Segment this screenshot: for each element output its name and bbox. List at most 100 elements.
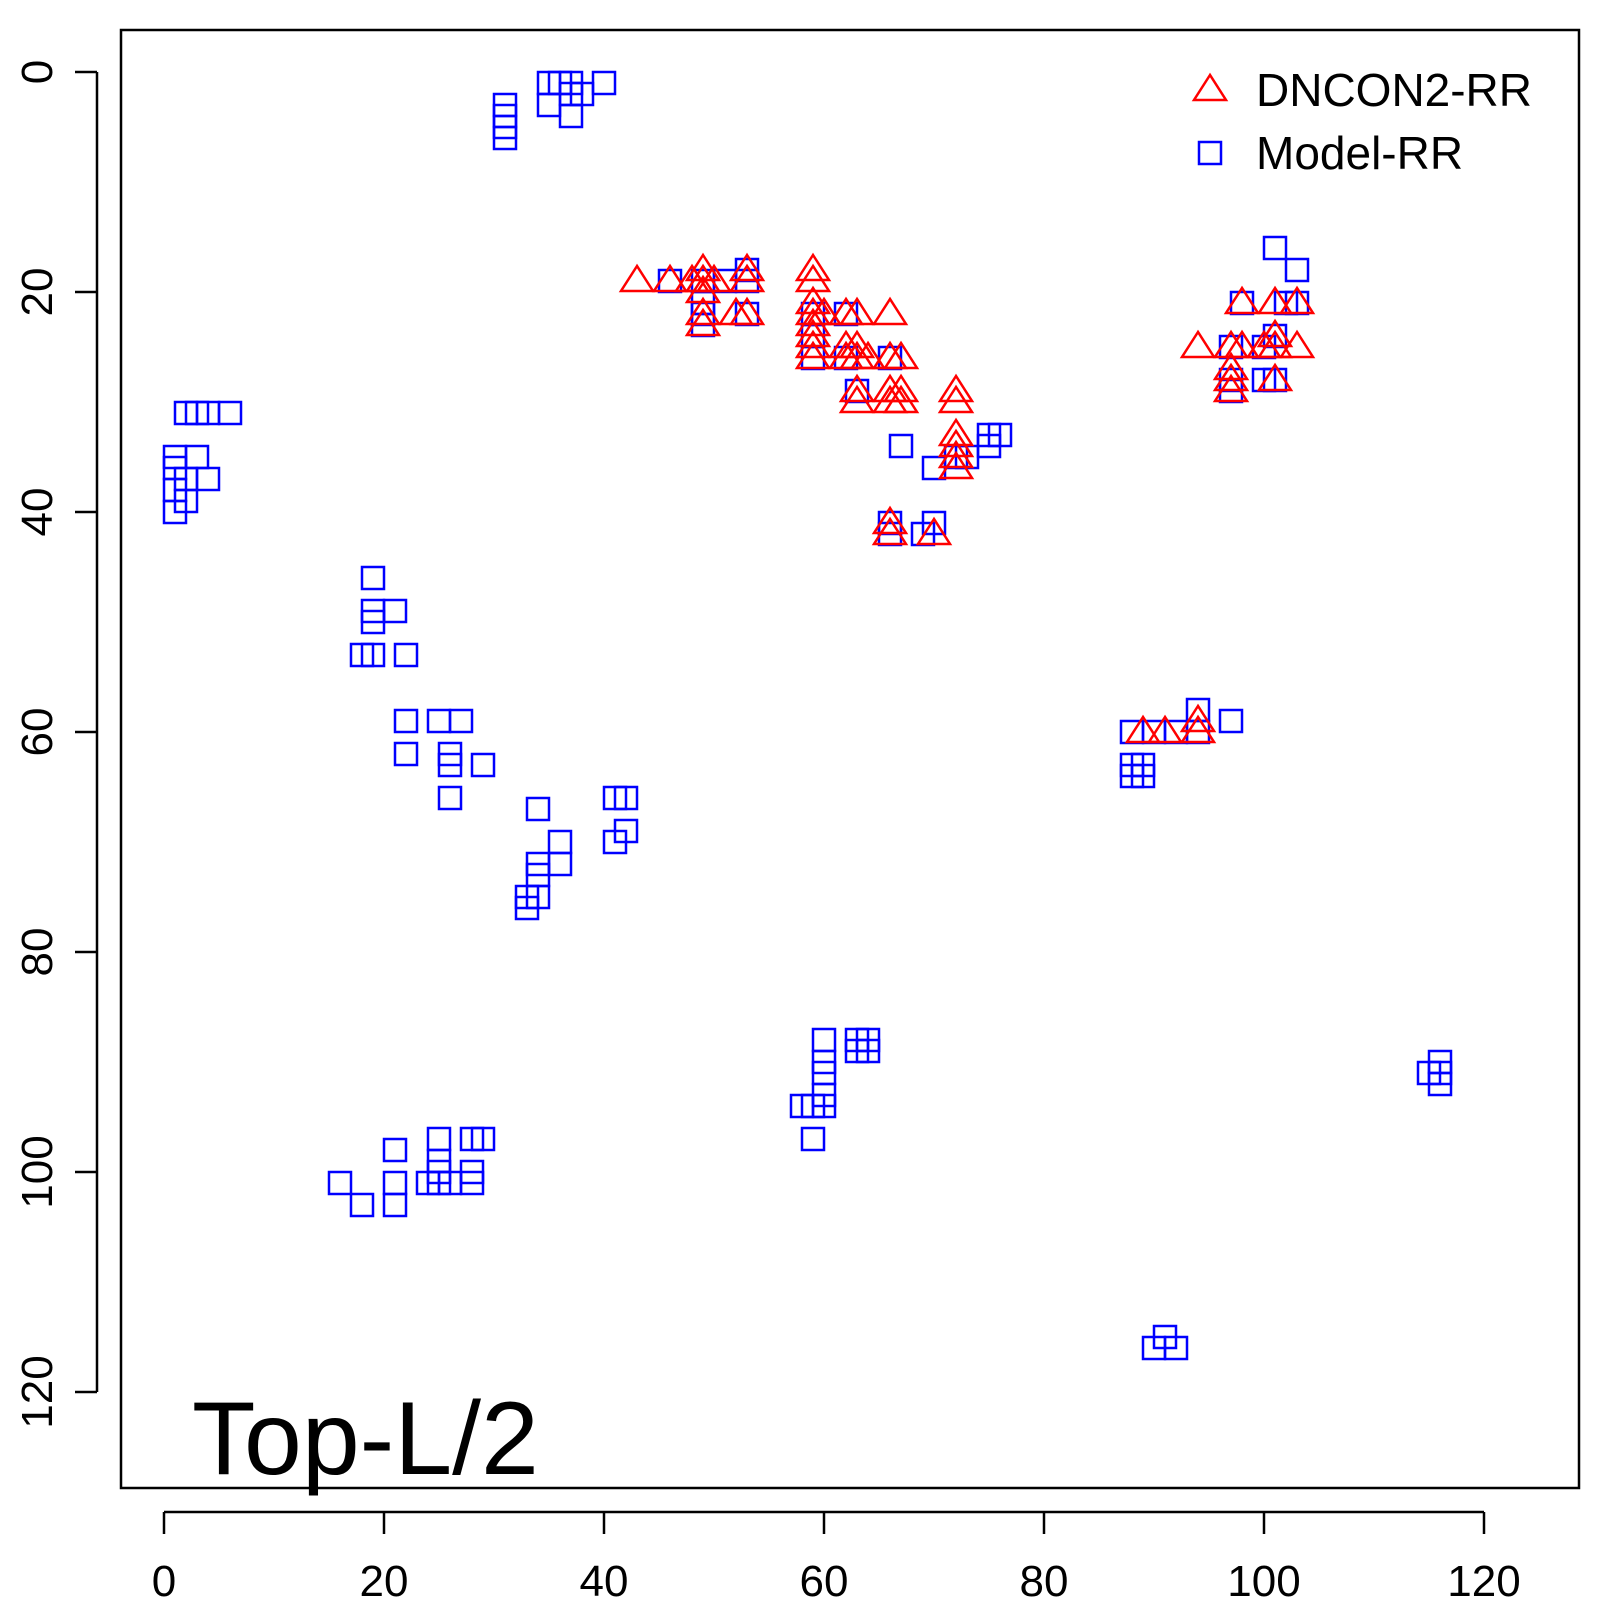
x-tick-label: 40: [580, 1557, 629, 1600]
x-tick-label: 120: [1447, 1557, 1520, 1600]
legend-label: Model-RR: [1256, 127, 1463, 179]
model-rr-point: [514, 895, 540, 921]
dncon2-rr-point: [1256, 362, 1294, 392]
dncon2-rr-point: [838, 373, 876, 403]
dncon2-rr-point: [618, 263, 656, 293]
dncon2-rr-point: [805, 296, 843, 326]
model-rr-point: [382, 1170, 408, 1196]
dncon2-rr-point: [1179, 703, 1217, 733]
model-rr-point: [602, 829, 628, 855]
dncon2-rr-point: [937, 384, 975, 414]
legend-label: DNCON2-RR: [1256, 64, 1532, 116]
model-rr-point: [448, 708, 474, 734]
dncon2-rr-point: [1278, 285, 1316, 315]
model-rr-point: [547, 829, 573, 855]
model-rr-point: [349, 1192, 375, 1218]
dncon2-rr-point: [794, 307, 832, 337]
dncon2-rr-point: [794, 252, 832, 282]
model-rr-point: [800, 1126, 826, 1152]
model-rr-point: [382, 1192, 408, 1218]
dncon2-rr-point: [1256, 285, 1294, 315]
model-rr-point: [184, 444, 210, 470]
dncon2-rr-point: [937, 439, 975, 469]
x-tick-label: 100: [1227, 1557, 1300, 1600]
dncon2-rr-point: [794, 285, 832, 315]
model-rr-point: [1130, 763, 1156, 789]
legend: DNCON2-RR Model-RR: [1191, 64, 1532, 179]
dncon2-rr-point: [937, 450, 975, 480]
dncon2-rr-point: [794, 329, 832, 359]
y-tick-label: 60: [13, 708, 62, 757]
dncon2-rr-point: [1223, 285, 1261, 315]
model-rr-point: [393, 741, 419, 767]
dncon2-rr-point: [1212, 373, 1250, 403]
dncon2-rr-point: [794, 318, 832, 348]
y-tick-label: 20: [13, 268, 62, 317]
dncon2-rr-point: [1256, 329, 1294, 359]
dncon2-rr-point: [838, 296, 876, 326]
dncon2-rr-point: [1146, 714, 1184, 744]
model-rr-point: [162, 499, 188, 525]
model-rr-point: [811, 1093, 837, 1119]
y-tick-label: 40: [13, 488, 62, 537]
model-rr-point: [536, 92, 562, 118]
model-rr-point: [613, 785, 639, 811]
dncon2-rr-point: [937, 373, 975, 403]
model-rr-point: [470, 1126, 496, 1152]
legend-square-icon: [1197, 140, 1223, 166]
panel-label: Top-L/2: [192, 1381, 539, 1497]
dncon2-rr-point: [838, 384, 876, 414]
dncon2-rr-point: [684, 252, 722, 282]
model-rr-point: [470, 752, 496, 778]
y-tick-label: 100: [13, 1135, 62, 1208]
model-rr-point: [558, 103, 584, 129]
dncon2-rr-point: [871, 384, 909, 414]
model-rr-point: [525, 796, 551, 822]
model-rr-point: [426, 708, 452, 734]
model-rr-point: [811, 1027, 837, 1053]
model-rr-point: [1218, 708, 1244, 734]
model-rr-point: [327, 1170, 353, 1196]
model-rr-point: [393, 642, 419, 668]
dncon2-rr-point: [937, 428, 975, 458]
dncon2-rr-point: [1179, 329, 1217, 359]
dncon2-rr-point: [915, 516, 953, 546]
dncon2-rr-point: [684, 296, 722, 326]
dncon2-rr-point: [728, 263, 766, 293]
model-rr-point: [217, 400, 243, 426]
dncon2-rr-point: [871, 505, 909, 535]
axes: 0 20 40 60 80 100 120 0 20 40 60 80 100 120: [13, 28, 1581, 1600]
dncon2-rr-point: [849, 340, 887, 370]
dncon2-rr-point: [651, 263, 689, 293]
dncon2-rr-point: [684, 274, 722, 304]
dncon2-rr-point: [882, 340, 920, 370]
dncon2-rr-point: [1212, 362, 1250, 392]
y-tick-label: 0: [13, 60, 62, 84]
model-rr-point: [1163, 1335, 1189, 1361]
dncon2-rr-point: [794, 263, 832, 293]
x-tick-label: 0: [152, 1557, 176, 1600]
model-rr-point: [195, 466, 221, 492]
dncon2-rr-point: [728, 252, 766, 282]
dncon2-rr-point: [728, 296, 766, 326]
legend-triangle-icon: [1191, 72, 1229, 102]
dncon2-rr-point: [882, 384, 920, 414]
x-tick-label: 80: [1020, 1557, 1069, 1600]
y-tick-label: 120: [13, 1355, 62, 1428]
x-tick-label: 20: [360, 1557, 409, 1600]
model-rr-point: [1229, 290, 1255, 316]
dncon2-rr-point: [1223, 329, 1261, 359]
model-rr-point: [459, 1170, 485, 1196]
dncon2-rr-point: [871, 296, 909, 326]
model-rr-point: [888, 433, 914, 459]
model-rr-point: [393, 708, 419, 734]
model-rr-point: [547, 851, 573, 877]
dncon2-rr-point: [937, 417, 975, 447]
model-rr-point: [1262, 235, 1288, 261]
dncon2-rr-point: [871, 516, 909, 546]
model-rr-point: [855, 1038, 881, 1064]
model-rr-point: [426, 1126, 452, 1152]
model-rr-point: [360, 642, 386, 668]
dncon2-rr-point: [1212, 351, 1250, 381]
